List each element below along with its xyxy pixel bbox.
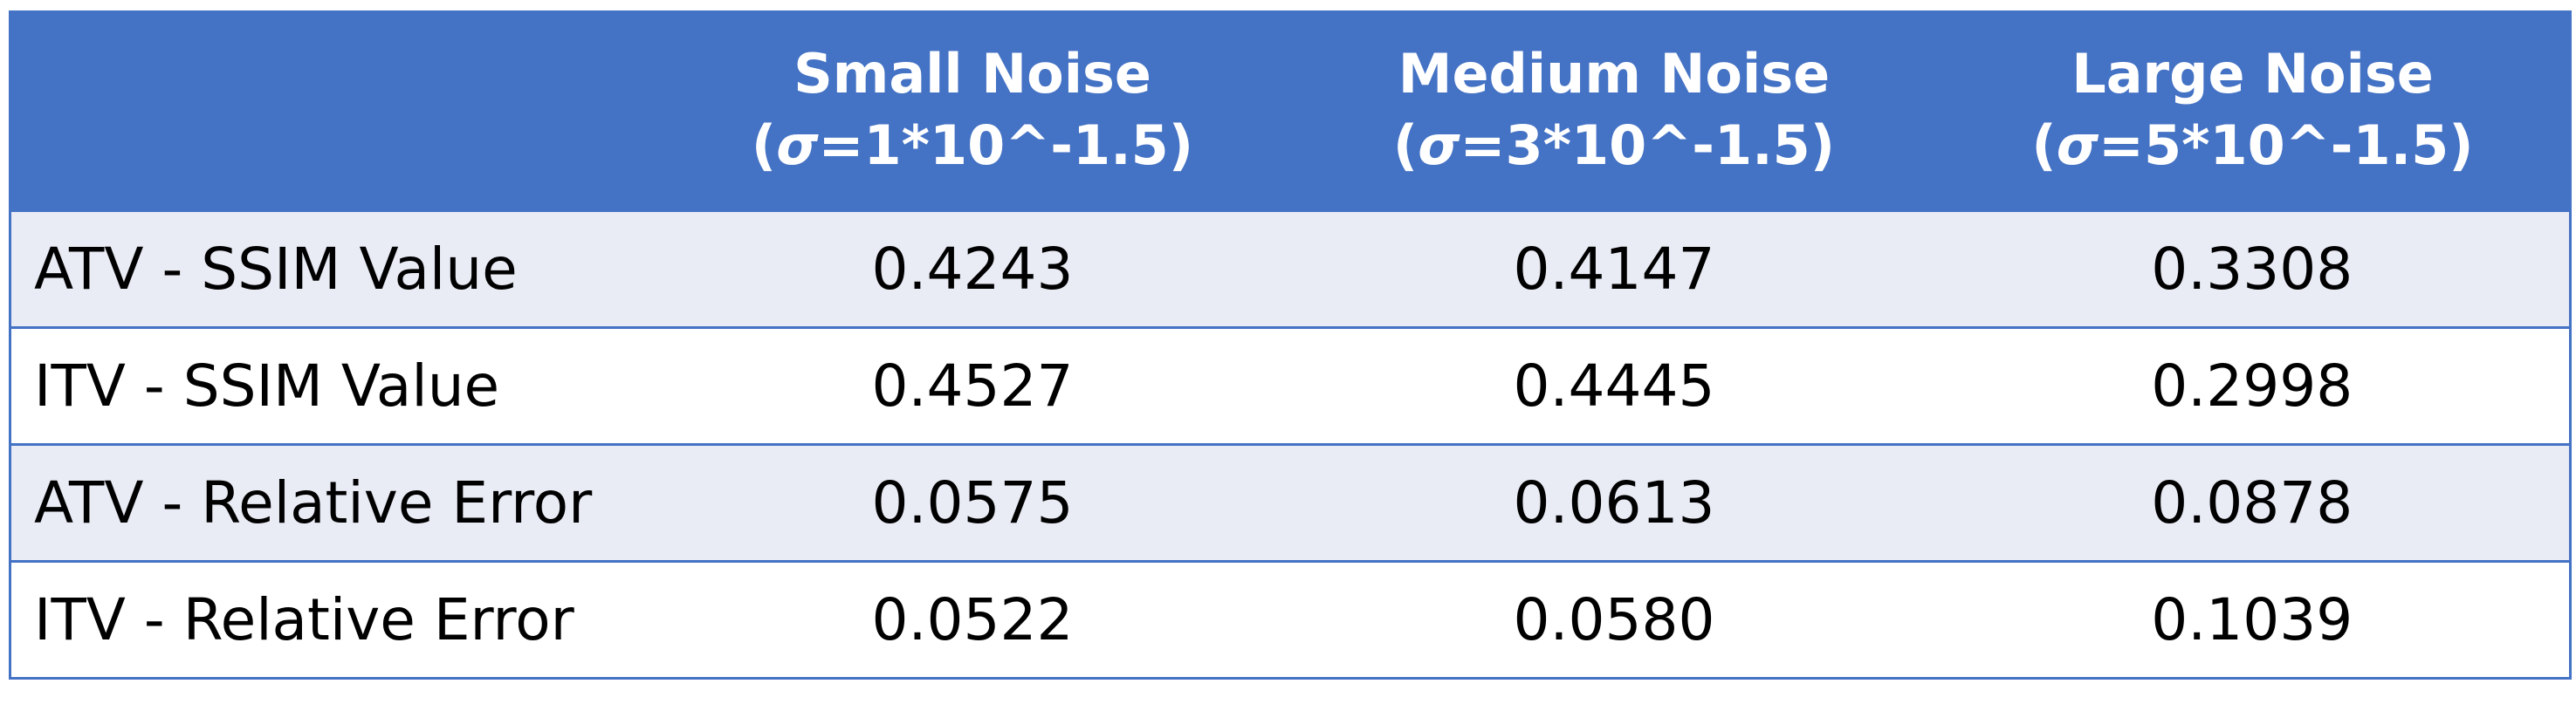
header-empty-cell	[10, 10, 653, 210]
header-small-noise-label: Small Noise	[793, 41, 1151, 106]
row-label: ATV - Relative Error	[10, 442, 652, 561]
cell-large-noise: 0.0878	[1934, 442, 2571, 561]
cell-small-noise: 0.4243	[651, 209, 1294, 327]
cell-medium-noise: 0.4445	[1293, 325, 1935, 444]
results-table: Small Noise (σ=1*10^-1.5) Medium Noise (…	[9, 10, 2572, 680]
cell-small-noise: 0.0575	[651, 442, 1294, 561]
header-medium-noise: Medium Noise (σ=3*10^-1.5)	[1293, 10, 1936, 210]
sigma-symbol: σ	[776, 113, 819, 177]
header-large-noise-params: (σ=5*10^-1.5)	[2031, 113, 2474, 177]
header-large-noise-label: Large Noise	[2071, 41, 2434, 106]
cell-medium-noise: 0.0580	[1293, 559, 1935, 678]
header-large-noise: Large Noise (σ=5*10^-1.5)	[1934, 10, 2572, 210]
table-row: ITV - Relative Error 0.0522 0.0580 0.103…	[10, 559, 2571, 678]
sigma-symbol: σ	[2056, 113, 2099, 177]
row-label: ATV - SSIM Value	[10, 209, 652, 327]
sigma-symbol: σ	[1418, 113, 1460, 177]
row-label: ITV - SSIM Value	[10, 325, 652, 444]
header-medium-noise-params: (σ=3*10^-1.5)	[1392, 113, 1836, 177]
cell-large-noise: 0.2998	[1934, 325, 2571, 444]
cell-large-noise: 0.3308	[1934, 209, 2571, 327]
cell-small-noise: 0.0522	[651, 559, 1294, 678]
table-row: ITV - SSIM Value 0.4527 0.4445 0.2998	[10, 325, 2571, 444]
cell-medium-noise: 0.0613	[1293, 442, 1935, 561]
table-row: ATV - Relative Error 0.0575 0.0613 0.087…	[10, 442, 2571, 561]
header-medium-noise-label: Medium Noise	[1398, 41, 1831, 106]
cell-medium-noise: 0.4147	[1293, 209, 1935, 327]
row-label: ITV - Relative Error	[10, 559, 652, 678]
cell-large-noise: 0.1039	[1934, 559, 2571, 678]
table-row: ATV - SSIM Value 0.4243 0.4147 0.3308	[10, 209, 2571, 327]
header-small-noise-params: (σ=1*10^-1.5)	[751, 113, 1194, 177]
header-small-noise: Small Noise (σ=1*10^-1.5)	[651, 10, 1295, 210]
table-header-row: Small Noise (σ=1*10^-1.5) Medium Noise (…	[10, 10, 2572, 210]
cell-small-noise: 0.4527	[651, 325, 1294, 444]
